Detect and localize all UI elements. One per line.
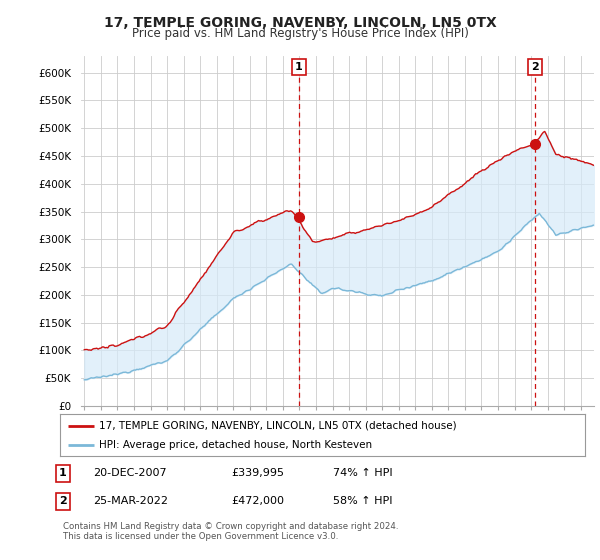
Text: Contains HM Land Registry data © Crown copyright and database right 2024.
This d: Contains HM Land Registry data © Crown c…: [63, 522, 398, 542]
Text: 74% ↑ HPI: 74% ↑ HPI: [333, 468, 392, 478]
Text: 2: 2: [531, 62, 539, 72]
Text: £339,995: £339,995: [231, 468, 284, 478]
Text: 58% ↑ HPI: 58% ↑ HPI: [333, 496, 392, 506]
Text: 1: 1: [59, 468, 67, 478]
Text: HPI: Average price, detached house, North Kesteven: HPI: Average price, detached house, Nort…: [100, 440, 373, 450]
Text: 2: 2: [59, 496, 67, 506]
Text: 25-MAR-2022: 25-MAR-2022: [93, 496, 168, 506]
Text: 1: 1: [295, 62, 303, 72]
Text: 20-DEC-2007: 20-DEC-2007: [93, 468, 167, 478]
Text: 17, TEMPLE GORING, NAVENBY, LINCOLN, LN5 0TX: 17, TEMPLE GORING, NAVENBY, LINCOLN, LN5…: [104, 16, 496, 30]
Text: £472,000: £472,000: [231, 496, 284, 506]
Text: 17, TEMPLE GORING, NAVENBY, LINCOLN, LN5 0TX (detached house): 17, TEMPLE GORING, NAVENBY, LINCOLN, LN5…: [100, 421, 457, 431]
Text: Price paid vs. HM Land Registry's House Price Index (HPI): Price paid vs. HM Land Registry's House …: [131, 27, 469, 40]
